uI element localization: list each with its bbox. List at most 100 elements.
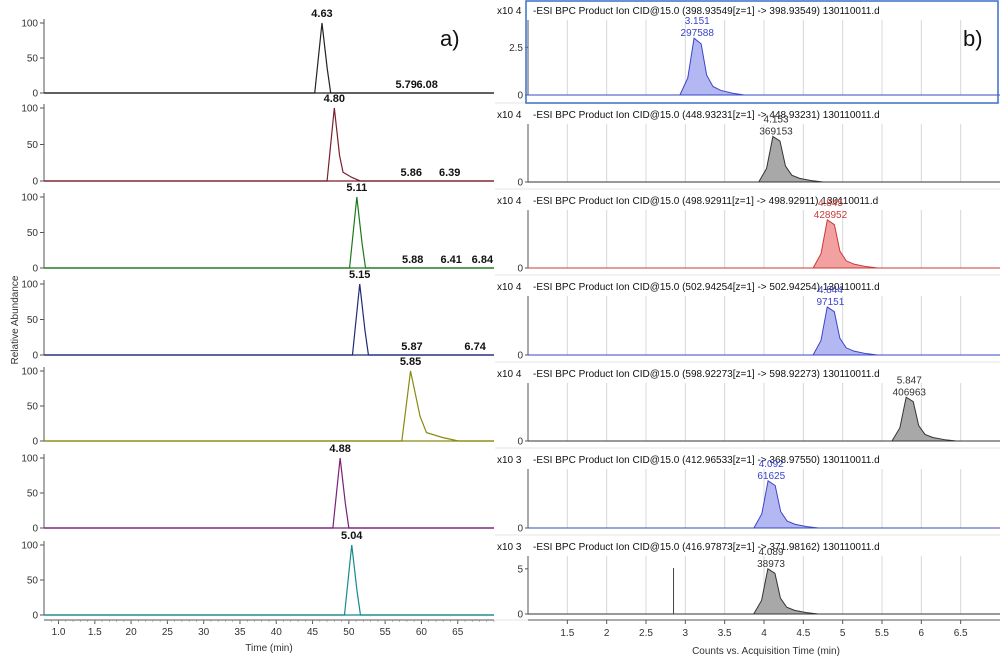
chromatogram-b-7: 0 5 x10 3 -ESI BPC Product Ion CID@15.0 (41… xyxy=(495,542,1000,621)
peak-trace xyxy=(44,283,494,356)
x-tick-label: 65 xyxy=(452,627,464,638)
x-tick-label: 4.5 xyxy=(796,628,810,639)
panel-letter-a: a) xyxy=(440,26,460,51)
y-tick-label: 0 xyxy=(517,351,523,362)
x-axis-a: 1.0 1.5 20 25 30 35 40 45 50 55 60 65 Time (min) xyxy=(44,619,495,654)
minor-peak-label: 5.87 xyxy=(401,341,422,353)
chromatogram-a-5: 0 50 100 5.85 xyxy=(21,356,494,448)
x-tick-label: 25 xyxy=(162,627,174,638)
y-tick-label: 50 xyxy=(27,402,39,413)
scale-label: x10 3 xyxy=(497,455,522,466)
y-tick-label: 100 xyxy=(21,19,38,30)
x-tick-label: 50 xyxy=(343,627,355,638)
peak-area xyxy=(679,37,745,96)
x-tick-label: 5.5 xyxy=(875,628,889,639)
peak-area xyxy=(812,306,878,356)
peak-rt-label: 3.151 xyxy=(685,16,710,27)
peak-label: 4.88 xyxy=(329,443,350,455)
trace-title: -ESI BPC Product Ion CID@15.0 (416.97873… xyxy=(533,542,880,553)
chromatogram-a-1: 0 50 100 4.63 5.79 6.08 xyxy=(21,8,494,100)
peak-label: 5.11 xyxy=(346,182,367,194)
minor-peak-label: 6.08 xyxy=(417,79,438,91)
y-tick-label: 0 xyxy=(32,437,38,448)
x-axis-b: 1.5 2 2.5 3 3.5 4 4.5 5 5.5 6 6.5 Counts vs. Acquis… xyxy=(528,619,1000,657)
panel-b: 0 2.5 x10 4 -ESI BPC Product Ion CID@15.0 (… xyxy=(495,0,1000,657)
x-tick-label: 2.5 xyxy=(639,628,653,639)
y-tick-label: 100 xyxy=(21,193,38,204)
x-tick-label: 6.5 xyxy=(954,628,968,639)
y-tick-label: 100 xyxy=(21,541,38,552)
y-tick-label: 0 xyxy=(32,264,38,275)
y-tick-label: 50 xyxy=(27,140,39,151)
minor-peak-label: 5.86 xyxy=(401,167,422,179)
chromatogram-a-4: 0 50 100 5.15 5.87 6.74 xyxy=(21,269,494,362)
peak-area xyxy=(757,135,824,183)
x-axis-title: Time (min) xyxy=(245,643,292,654)
scale-label: x10 4 xyxy=(497,6,522,17)
y-tick-label: 0 xyxy=(32,524,38,535)
chromatogram-a-3: 0 50 100 5.11 5.88 6.41 6.84 xyxy=(21,182,494,275)
peak-rt-label: 4.092 xyxy=(759,459,784,470)
peak-trace xyxy=(44,544,494,616)
trace-title: -ESI BPC Product Ion CID@15.0 (412.96533… xyxy=(533,455,880,466)
y-tick-label: 0 xyxy=(32,351,38,362)
y-tick-label: 2.5 xyxy=(509,43,523,54)
x-axis-title: Counts vs. Acquisition Time (min) xyxy=(692,646,840,657)
peak-trace xyxy=(44,370,494,442)
minor-peak-label: 5.88 xyxy=(402,254,423,266)
minor-peak-label: 5.79 xyxy=(395,79,416,91)
y-tick-label: 100 xyxy=(21,280,38,291)
y-axis-title: Relative Abundance xyxy=(10,275,21,364)
x-tick-label: 55 xyxy=(380,627,392,638)
y-tick-label: 0 xyxy=(32,89,38,100)
y-tick-label: 0 xyxy=(517,610,523,621)
x-tick-label: 1.5 xyxy=(88,627,102,638)
peak-area-label: 38973 xyxy=(757,559,785,570)
y-tick-label: 0 xyxy=(517,524,523,535)
x-tick-label: 40 xyxy=(271,627,283,638)
scale-label: x10 4 xyxy=(497,110,522,121)
peak-label: 5.85 xyxy=(400,356,421,368)
peak-label: 5.04 xyxy=(341,530,363,542)
peak-rt-label: 4.153 xyxy=(764,115,789,126)
peak-rt-label: 4.845 xyxy=(818,198,843,209)
peak-area xyxy=(752,568,819,615)
trace-title: -ESI BPC Product Ion CID@15.0 (398.93549… xyxy=(533,6,880,17)
peak-rt-label: 4.089 xyxy=(758,547,783,558)
chromatogram-a-2: 0 50 100 4.80 5.86 6.39 xyxy=(21,93,494,188)
peak-trace xyxy=(44,457,494,529)
peak-area-label: 428952 xyxy=(814,210,848,221)
peak-trace xyxy=(44,107,494,182)
x-tick-label: 3.5 xyxy=(718,628,732,639)
y-tick-label: 50 xyxy=(27,228,39,239)
y-tick-label: 0 xyxy=(517,91,523,102)
selected-trace-frame xyxy=(525,0,999,104)
chromatogram-a-6: 0 50 100 4.88 xyxy=(21,443,494,535)
minor-peak-label: 6.41 xyxy=(440,254,461,266)
peak-label: 5.15 xyxy=(349,269,370,281)
chromatogram-b-6: 0 x10 3 -ESI BPC Product Ion CID@15.0 (412… xyxy=(495,455,1000,536)
chromatogram-b-5: 0 x10 4 -ESI BPC Product Ion CID@15.0 (598… xyxy=(495,369,1000,449)
trace-title: -ESI BPC Product Ion CID@15.0 (502.94254… xyxy=(533,282,880,293)
x-tick-label: 1.5 xyxy=(560,628,574,639)
peak-area xyxy=(891,396,957,442)
y-tick-label: 50 xyxy=(27,489,39,500)
peak-label: 4.63 xyxy=(311,8,332,20)
scale-label: x10 4 xyxy=(497,196,522,207)
peak-area-label: 369153 xyxy=(759,127,793,138)
x-tick-label: 6 xyxy=(919,628,925,639)
x-tick-label: 20 xyxy=(126,627,138,638)
chromatogram-b-1: 0 2.5 x10 4 -ESI BPC Product Ion CID@15.0 (… xyxy=(495,6,1000,104)
y-tick-label: 100 xyxy=(21,104,38,115)
trace-title: -ESI BPC Product Ion CID@15.0 (448.93231… xyxy=(533,110,880,121)
x-tick-label: 1.0 xyxy=(52,627,66,638)
scale-label: x10 4 xyxy=(497,369,522,380)
y-tick-label: 0 xyxy=(32,177,38,188)
x-tick-label: 2 xyxy=(604,628,610,639)
peak-area-label: 61625 xyxy=(757,471,785,482)
chromatogram-b-4: 0 x10 4 -ESI BPC Product Ion CID@15.0 (502… xyxy=(495,282,1000,363)
x-tick-label: 45 xyxy=(307,627,319,638)
peak-trace xyxy=(44,196,494,269)
